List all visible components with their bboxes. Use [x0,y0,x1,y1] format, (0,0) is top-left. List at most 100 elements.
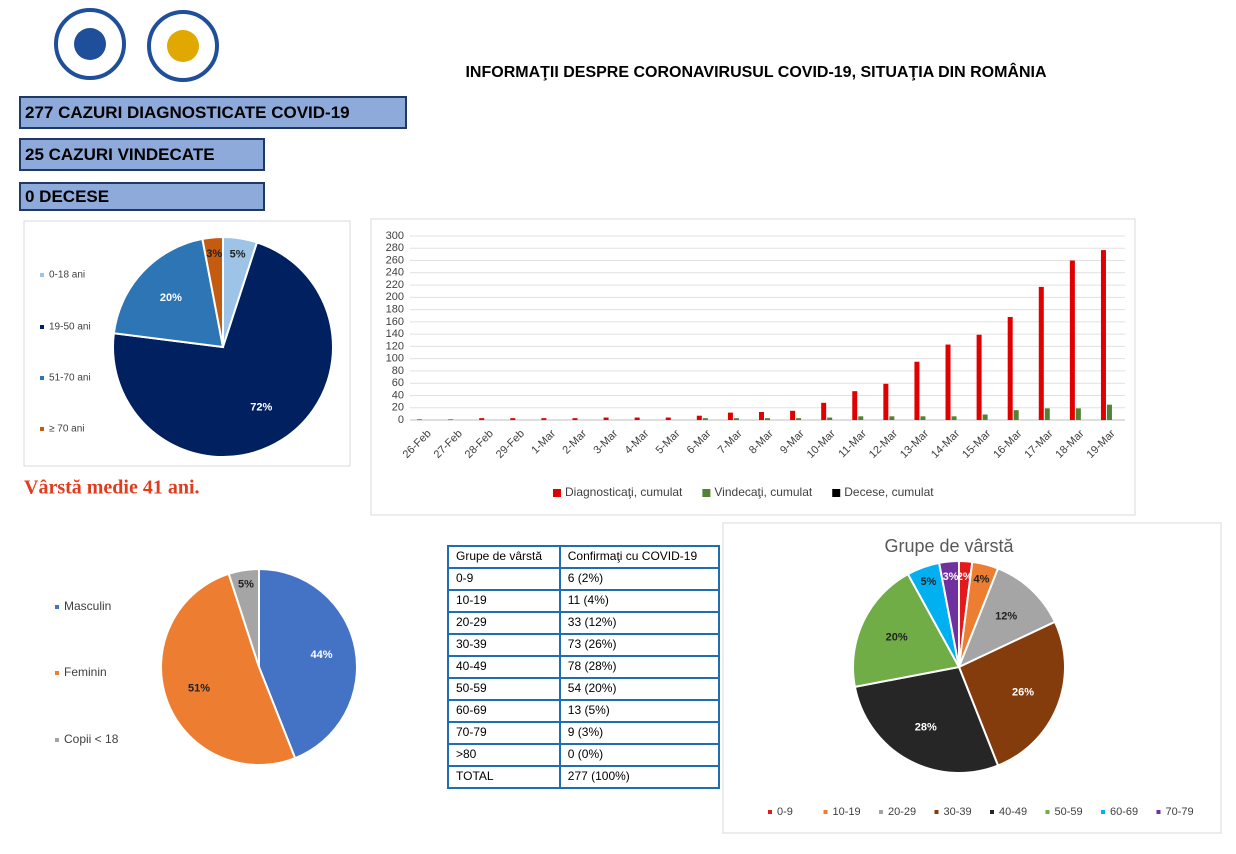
bar [696,415,702,420]
x-tick-label: 26-Feb [401,428,434,461]
table-cell: 70-79 [447,721,561,745]
bar [852,391,858,420]
legend-marker [934,810,939,814]
bar [448,419,454,420]
table-cell: 10-19 [447,589,561,613]
legend-label: Copii < 18 [64,732,119,746]
bar [1106,404,1112,420]
bar [821,402,827,420]
legend-label: Vindecaţi, cumulat [714,485,813,499]
x-tick-label: 1-Mar [529,427,558,456]
bar [733,418,739,420]
legend-marker [55,671,59,675]
stat-box: 0 DECESE [19,182,265,211]
x-tick-label: 11-Mar [836,427,869,460]
bar [1044,408,1050,420]
legend-label: 40-49 [999,806,1027,818]
y-tick-label: 260 [386,254,404,266]
legend-marker [1101,810,1105,814]
x-tick-label: 16-Mar [991,427,1024,460]
data-label: 26% [1012,686,1034,698]
bar [920,416,926,420]
table-cell: 20-29 [447,611,561,635]
bar [665,417,671,420]
legend-marker [55,738,59,742]
data-label: 28% [915,721,937,733]
bar [1038,286,1044,420]
x-tick-label: 3-Mar [591,427,620,456]
y-tick-label: 100 [386,353,404,365]
data-label: 4% [973,574,989,586]
bar [858,416,864,420]
bar [914,361,920,420]
table-cell: 277 (100%) [558,765,721,789]
bar [765,418,770,420]
data-label: 5% [238,579,254,591]
legend-label: 0-9 [777,806,793,818]
bar [951,416,957,420]
y-tick-label: 180 [386,304,404,316]
legend-label: 60-69 [1110,806,1138,818]
table-row: 40-49 78 (28%) [447,655,721,679]
data-label: 3% [943,571,959,583]
pie-slice [853,665,1000,774]
table-cell: 11 (4%) [558,589,721,613]
bar [417,419,423,420]
data-label: 72% [250,401,272,413]
legend-label: 70-79 [1166,806,1194,818]
legend-marker [823,810,828,814]
data-label: 3% [206,248,222,260]
legend-label: 19-50 ani [49,322,91,333]
legend-marker [40,273,44,277]
x-tick-label: 2-Mar [560,427,589,456]
x-tick-label: 29-Feb [494,428,527,461]
table-cell: 9 (3%) [558,721,721,745]
bar [790,410,796,420]
table-row: 60-69 13 (5%) [447,699,721,723]
legend-label: 51-70 ani [49,373,91,384]
pie-slice [160,572,297,766]
logo [167,30,199,62]
table-cell: Confirmaţi cu COVID-19 [558,545,721,569]
table-row: >80 0 (0%) [447,743,721,767]
legend-marker [879,810,883,814]
legend-marker [1156,810,1161,814]
x-tick-label: 14-Mar [929,427,962,460]
logo [74,28,106,60]
y-tick-label: 80 [392,365,404,377]
bar [727,412,733,420]
legend-marker [40,376,44,380]
table-row: 50-59 54 (20%) [447,677,721,701]
bar [1069,260,1075,420]
bar [759,412,764,420]
age-table: Grupe de vârstă Confirmaţi cu COVID-19 0-9… [447,545,721,789]
table-cell: 60-69 [447,699,561,723]
bar [976,334,982,420]
x-tick-label: 12-Mar [867,427,900,460]
x-tick-label: 28-Feb [463,428,496,461]
bar [827,417,833,420]
legend-marker [1045,810,1050,814]
legend-marker [990,810,994,814]
bar [510,418,516,420]
table-cell: TOTAL [447,765,561,789]
x-tick-label: 18-Mar [1053,427,1086,460]
bar [889,416,895,420]
data-label: 44% [311,649,333,661]
y-tick-label: 220 [386,279,404,291]
x-tick-label: 17-Mar [1022,427,1055,460]
table-cell: 50-59 [447,677,561,701]
table-cell: >80 [447,743,561,767]
legend-label: Decese, cumulat [844,485,934,499]
chart-frame [23,220,351,467]
y-tick-label: 120 [386,340,404,352]
table-row: 30-39 73 (26%) [447,633,721,657]
table-cell: 30-39 [447,633,561,657]
pie-slice [852,572,961,689]
table-cell: 33 (12%) [558,611,721,635]
note: Vârstă medie 41 ani. [24,477,200,499]
table-row: 20-29 33 (12%) [447,611,721,635]
y-tick-label: 280 [386,242,404,254]
legend-label: 0-18 ani [49,270,85,281]
y-tick-label: 140 [386,328,404,340]
